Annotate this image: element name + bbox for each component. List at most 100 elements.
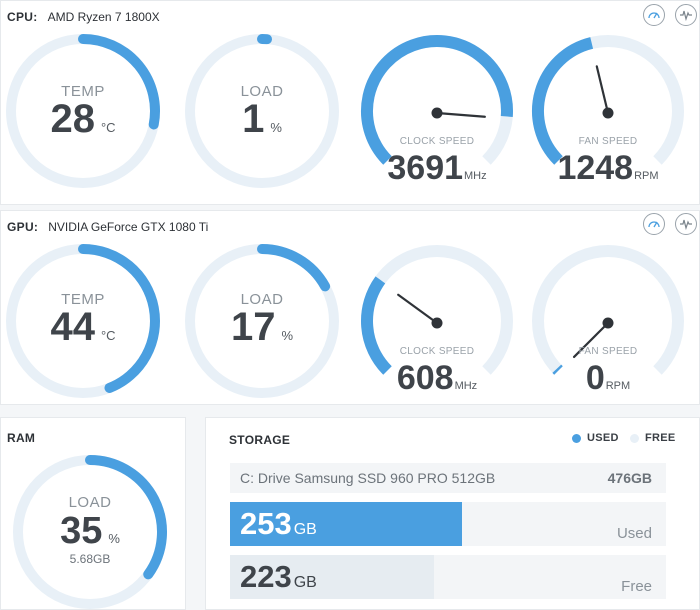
gpu-clock-label: CLOCK SPEED [399, 346, 475, 357]
gpu-load-value: 17% [182, 307, 342, 347]
legend-free: FREE [630, 432, 676, 444]
gpu-load-unit: % [281, 328, 294, 343]
cpu-label: CPU: [7, 10, 38, 24]
storage-used-tag: Used [616, 525, 652, 542]
cpu-panel: CPU: AMD Ryzen 7 1800X TEMP 28 °C LOAD 1%… [0, 0, 700, 205]
dial-fill [532, 37, 594, 165]
gpu-temp-ring [6, 244, 160, 398]
cpu-load-gauge: LOAD 1% [182, 31, 342, 191]
cpu-temp-ring [6, 34, 160, 188]
ram-load-label: LOAD [68, 494, 112, 511]
cpu-clock-gauge: CLOCK SPEED 3691MHz [357, 31, 517, 191]
legend-used-label: USED [587, 432, 619, 444]
storage-free-number: 223 [240, 559, 292, 594]
cpu-clock-value: 3691MHz [357, 151, 517, 185]
dial-needle [595, 65, 610, 115]
dial-needle [572, 321, 610, 359]
gpu-temp-gauge: TEMP 44 °C [3, 241, 163, 401]
cpu-header: CPU: AMD Ryzen 7 1800X [7, 10, 160, 24]
cpu-clock-dial [361, 35, 513, 165]
storage-free-row: 223 GB Free [230, 555, 666, 599]
gauge-fill [85, 455, 167, 580]
gpu-fan-label: FAN SPEED [578, 346, 638, 357]
legend-used-dot [572, 433, 581, 443]
dial-hub [602, 317, 614, 329]
drive-name: C: Drive Samsung SSD 960 PRO 512GB [240, 470, 496, 486]
cpu-clock-unit: MHz [464, 170, 487, 182]
cpu-fan-gauge: FAN SPEED 1248RPM [528, 31, 688, 191]
ram-load-unit: % [108, 531, 120, 546]
dial-hub [602, 107, 614, 119]
ram-load-ring [13, 455, 167, 609]
storage-free-value: 223 GB [240, 561, 317, 592]
ram-used-amount: 5.68GB [69, 552, 111, 566]
storage-free-tag: Free [621, 578, 652, 595]
dial-needle [435, 111, 486, 118]
dial-hub [431, 107, 443, 119]
storage-title-text: STORAGE [229, 433, 291, 447]
storage-used-bar [230, 502, 462, 546]
cpu-fan-dial [532, 35, 684, 165]
ram-load-gauge: LOAD 35% 5.68GB [10, 452, 170, 610]
cpu-fan-value: 1248RPM [528, 151, 688, 185]
cpu-load-ring [185, 34, 339, 188]
gpu-temp-label: TEMP [61, 291, 105, 308]
cpu-clock-number: 3691 [387, 149, 464, 187]
cpu-load-value: 1% [182, 99, 342, 139]
waveform-icon[interactable] [675, 4, 697, 26]
gpu-panel: GPU: NVIDIA GeForce GTX 1080 Ti TEMP 44 °… [0, 210, 700, 405]
gpu-temp-value: 44 °C [3, 307, 163, 347]
waveform-icon[interactable] [675, 213, 697, 235]
gpu-fan-value: 0RPM [528, 361, 688, 395]
cpu-load-label: LOAD [240, 83, 284, 100]
gpu-clock-value: 608MHz [357, 361, 517, 395]
gauge-fill [78, 244, 160, 393]
ram-title-text: RAM [7, 431, 36, 445]
dial-needle [397, 293, 439, 325]
gpu-label: GPU: [7, 220, 39, 234]
gauge-icon[interactable] [643, 4, 665, 26]
cpu-load-unit: % [270, 120, 282, 135]
cpu-fan-label: FAN SPEED [578, 136, 638, 147]
legend-free-label: FREE [645, 432, 676, 444]
gpu-fan-dial [532, 245, 684, 375]
gpu-clock-unit: MHz [454, 380, 478, 392]
gpu-clock-dial [361, 245, 513, 375]
cpu-load-number: 1 [242, 97, 265, 141]
gauge-fill [257, 244, 331, 292]
gpu-header: GPU: NVIDIA GeForce GTX 1080 Ti [7, 220, 208, 234]
legend-free-dot [630, 433, 639, 443]
drive-total: 476GB [607, 470, 652, 486]
gpu-fan-unit: RPM [605, 380, 631, 392]
storage-used-row: 253 GB Used [230, 502, 666, 546]
storage-used-value: 253 GB [240, 508, 317, 539]
gpu-fan-gauge: FAN SPEED 0RPM [528, 241, 688, 401]
legend-used: USED [572, 432, 619, 444]
cpu-name: AMD Ryzen 7 1800X [47, 10, 160, 24]
cpu-temp-gauge: TEMP 28 °C [3, 31, 163, 191]
gauge-icon[interactable] [643, 213, 665, 235]
gpu-load-number: 17 [230, 305, 276, 349]
gpu-temp-unit: °C [100, 328, 116, 343]
storage-used-unit: GB [293, 521, 317, 538]
ram-load-value: 35% [10, 512, 170, 550]
storage-used-number: 253 [240, 506, 292, 541]
cpu-temp-unit: °C [100, 120, 116, 135]
gpu-clock-gauge: CLOCK SPEED 608MHz [357, 241, 517, 401]
gpu-fan-number: 0 [585, 359, 605, 397]
gpu-load-gauge: LOAD 17% [182, 241, 342, 401]
ram-load-number: 35 [60, 510, 103, 552]
cpu-fan-number: 1248 [557, 149, 634, 187]
ram-title: RAM [7, 431, 35, 445]
gpu-clock-number: 608 [396, 359, 454, 397]
dial-track [532, 245, 684, 375]
ram-panel: RAM LOAD 35% 5.68GB [0, 417, 186, 610]
cpu-temp-value: 28 °C [3, 99, 163, 139]
gpu-load-label: LOAD [240, 291, 284, 308]
storage-title: STORAGE [229, 433, 290, 447]
gpu-name: NVIDIA GeForce GTX 1080 Ti [48, 220, 209, 234]
storage-free-bar [230, 555, 435, 599]
dial-fill [361, 35, 513, 165]
storage-free-unit: GB [293, 574, 317, 591]
drive-row[interactable]: C: Drive Samsung SSD 960 PRO 512GB 476GB [230, 463, 666, 493]
